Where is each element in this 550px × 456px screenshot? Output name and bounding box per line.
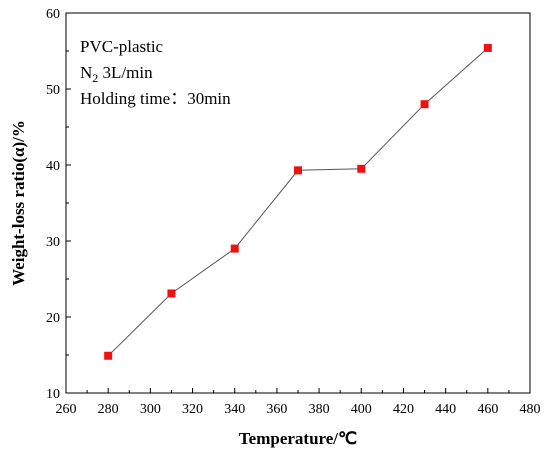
x-tick-label: 420 [393, 402, 414, 417]
y-axis-title: Weight-loss ratio(α)/% [9, 120, 28, 286]
annotation-gas-main: N [80, 63, 92, 82]
y-tick-label: 40 [46, 159, 60, 174]
data-point [104, 351, 113, 360]
y-tick-label: 30 [46, 235, 60, 250]
x-tick-label: 460 [477, 402, 498, 417]
y-tick-label: 10 [46, 387, 60, 402]
y-tick-label: 60 [46, 7, 60, 22]
y-tick-label: 50 [46, 83, 60, 98]
data-point [230, 244, 239, 253]
annotation-gas-sub: 2 [92, 71, 98, 85]
data-point [420, 100, 429, 109]
annotation-gas: N2 3L/min [80, 63, 153, 85]
annotation-holding-time: Holding time：30min [80, 89, 231, 108]
data-point [483, 43, 492, 52]
annotation-material: PVC-plastic [80, 37, 164, 56]
x-tick-label: 300 [140, 402, 161, 417]
x-axis-title: Temperature/℃ [239, 429, 357, 448]
annotation-gas-rest: 3L/min [98, 63, 153, 82]
y-axis-ticks: 10 20 30 40 50 60 [46, 7, 71, 402]
data-point [357, 164, 366, 173]
x-tick-label: 260 [56, 402, 77, 417]
x-tick-label: 320 [182, 402, 203, 417]
x-tick-label: 280 [98, 402, 119, 417]
y-tick-label: 20 [46, 311, 60, 326]
x-tick-label: 360 [266, 402, 287, 417]
x-tick-label: 400 [351, 402, 372, 417]
x-tick-label: 480 [520, 402, 541, 417]
x-axis-ticks: 260 280 300 320 340 360 380 400 420 440 460 480 [56, 388, 541, 417]
data-point [294, 166, 302, 175]
x-tick-label: 340 [224, 402, 245, 417]
x-tick-label: 440 [435, 402, 456, 417]
data-point [167, 289, 176, 298]
x-tick-label: 380 [309, 402, 330, 417]
series-markers [104, 43, 492, 360]
